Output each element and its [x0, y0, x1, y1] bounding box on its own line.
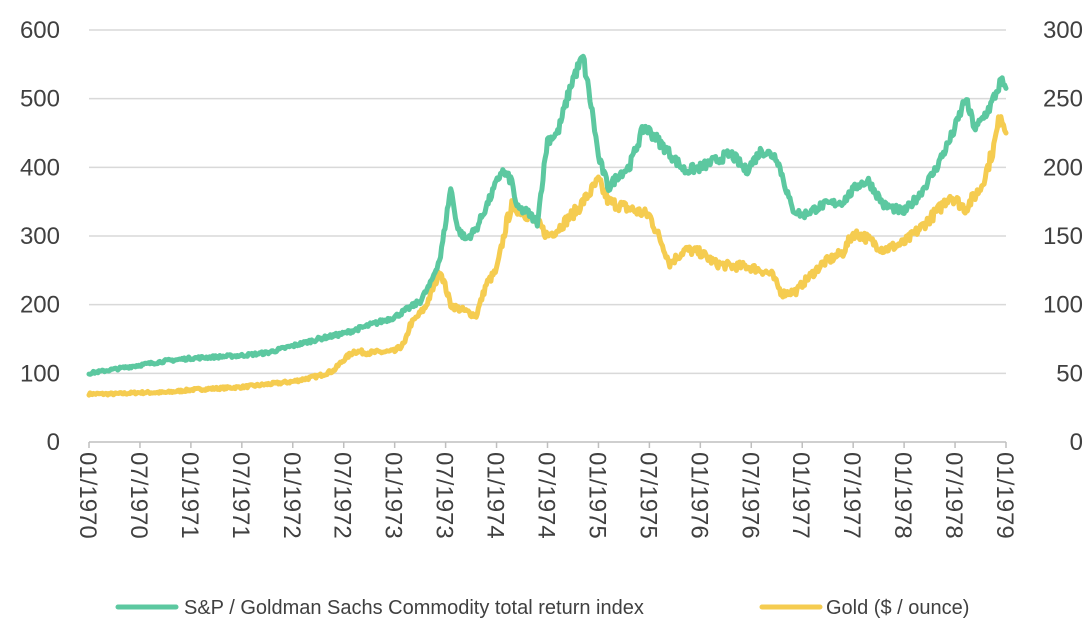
x-tick-label: 07/1971: [227, 452, 254, 539]
legend-label-commodity-index: S&P / Goldman Sachs Commodity total retu…: [184, 597, 644, 619]
x-tick-label: 07/1977: [838, 452, 865, 539]
right-y-axis-ticks: 0 50 100 150 200 250 300: [1043, 17, 1083, 456]
x-tick-label: 01/1976: [685, 452, 712, 539]
left-y-tick-label: 400: [20, 154, 60, 181]
gridlines: [89, 29, 1006, 375]
x-tick-label: 01/1974: [482, 452, 509, 539]
right-y-tick-label: 100: [1043, 292, 1083, 319]
right-y-tick-label: 50: [1056, 360, 1083, 387]
x-tick-label: 01/1973: [380, 452, 407, 539]
left-y-tick-label: 100: [20, 360, 60, 387]
x-tick-label: 07/1975: [634, 452, 661, 539]
x-tick-label: 01/1975: [583, 452, 610, 539]
left-y-tick-label: 500: [20, 86, 60, 113]
x-tick-label: 07/1978: [940, 452, 967, 539]
x-tick-label: 01/1978: [889, 452, 916, 539]
right-y-tick-label: 150: [1043, 223, 1083, 250]
left-y-axis-ticks: 0 100 200 300 400 500 600: [20, 17, 60, 456]
left-y-tick-label: 300: [20, 223, 60, 250]
legend: S&P / Goldman Sachs Commodity total retu…: [115, 597, 969, 619]
x-tick-label: 07/1970: [125, 452, 152, 539]
series-lines: [86, 53, 1009, 398]
legend-label-gold: Gold ($ / ounce): [826, 597, 969, 619]
left-y-tick-label: 200: [20, 292, 60, 319]
x-tick-label: 07/1976: [736, 452, 763, 539]
x-tick-label: 07/1974: [533, 452, 560, 539]
x-tick-label: 01/1971: [176, 452, 203, 539]
x-tick-label: 01/1977: [787, 452, 814, 539]
x-axis: [88, 441, 1007, 448]
x-tick-label: 01/1979: [991, 452, 1018, 539]
right-y-tick-label: 300: [1043, 17, 1083, 44]
series-line-commodity-index: [86, 53, 1009, 377]
right-y-tick-label: 250: [1043, 86, 1083, 113]
x-axis-ticks: 01/1970 07/1970 01/1971 07/1971 01/1972 07/19…: [74, 452, 1018, 539]
x-tick-label: 07/1972: [329, 452, 356, 539]
right-y-tick-label: 200: [1043, 154, 1083, 181]
series-line-gold: [86, 114, 1009, 398]
right-y-tick-label: 0: [1070, 429, 1083, 456]
left-y-tick-label: 0: [47, 429, 60, 456]
x-tick-label: 07/1973: [431, 452, 458, 539]
x-tick-label: 01/1972: [278, 452, 305, 539]
left-y-tick-label: 600: [20, 17, 60, 44]
x-tick-label: 01/1970: [74, 452, 101, 539]
